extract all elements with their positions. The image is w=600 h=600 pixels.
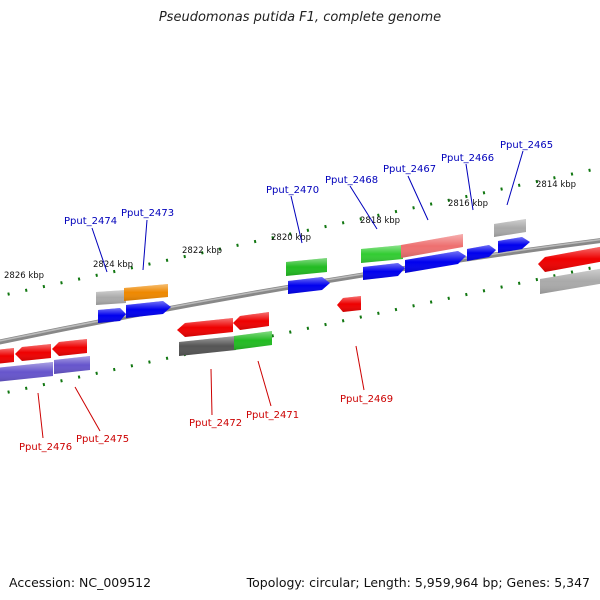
- gene-blue-3[interactable]: [288, 277, 330, 294]
- leader-pput-2473: [142, 219, 148, 271]
- leader-pput-2467: [407, 175, 429, 221]
- gene-blue-1[interactable]: [98, 308, 126, 323]
- kbp-label-2818: 2818 kbp: [360, 216, 400, 226]
- gene-blue-2[interactable]: [126, 301, 171, 318]
- leader-pput-2470: [290, 195, 303, 244]
- kbp-label-2820: 2820 kbp: [271, 233, 311, 243]
- gene-blue-7[interactable]: [498, 237, 530, 253]
- gene-label-pput-2471[interactable]: Pput_2471: [246, 410, 299, 421]
- gene-pput-2471-feature[interactable]: [234, 331, 272, 350]
- gene-label-pput-2476[interactable]: Pput_2476: [19, 442, 72, 453]
- gene-label-pput-2467[interactable]: Pput_2467: [383, 164, 436, 175]
- gene-pput-2467-feature[interactable]: [401, 234, 463, 258]
- gene-pput-2469-feature[interactable]: [337, 296, 361, 312]
- leader-pput-2469: [355, 345, 365, 391]
- inner-tick-ring: [0, 264, 600, 396]
- gene-pput-2465-feature[interactable]: [494, 219, 526, 237]
- leader-pput-2468: [349, 185, 378, 230]
- gene-label-pput-2475[interactable]: Pput_2475: [76, 434, 129, 445]
- accession-text: Accession: NC_009512: [9, 575, 152, 590]
- gene-pput-2476-red[interactable]: [15, 344, 51, 361]
- kbp-label-2814: 2814 kbp: [536, 180, 576, 190]
- gene-pput-2475-red[interactable]: [52, 339, 87, 356]
- gene-pput-2471-red[interactable]: [233, 312, 269, 330]
- leader-pput-2475: [74, 386, 101, 432]
- gene-label-pput-2472[interactable]: Pput_2472: [189, 418, 242, 429]
- gene-label-pput-2473[interactable]: Pput_2473: [121, 208, 174, 219]
- gene-gray-right[interactable]: [540, 268, 600, 294]
- leader-pput-2474: [91, 227, 108, 273]
- gene-blue-4[interactable]: [363, 263, 405, 280]
- gene-pput-2470-feature[interactable]: [286, 258, 327, 276]
- leader-pput-2472: [210, 368, 213, 416]
- gene-pput-2472-red[interactable]: [177, 318, 233, 337]
- gene-pput-2474-feature[interactable]: [96, 290, 126, 305]
- gene-label-pput-2470[interactable]: Pput_2470: [266, 185, 319, 196]
- gene-blue-6[interactable]: [467, 245, 496, 261]
- outer-tick-ring: [0, 166, 600, 298]
- kbp-label-2822: 2822 kbp: [182, 246, 222, 256]
- gene-red-right[interactable]: [538, 246, 600, 272]
- gene-label-pput-2468[interactable]: Pput_2468: [325, 175, 378, 186]
- kbp-label-2824: 2824 kbp: [93, 260, 133, 270]
- gene-pput-2476-feature[interactable]: [0, 362, 53, 382]
- gene-pput-2473-feature[interactable]: [124, 284, 168, 301]
- gene-label-pput-2474[interactable]: Pput_2474: [64, 216, 117, 227]
- leader-pput-2466: [465, 163, 474, 211]
- gene-pput-2472-feature[interactable]: [179, 336, 236, 356]
- kbp-label-2816: 2816 kbp: [448, 199, 488, 209]
- gene-pput-2468-feature[interactable]: [361, 245, 403, 263]
- kbp-label-2826: 2826 kbp: [4, 271, 44, 281]
- leader-pput-2465: [506, 150, 524, 206]
- gene-label-pput-2466[interactable]: Pput_2466: [441, 153, 494, 164]
- leader-pput-2476: [37, 392, 44, 439]
- gene-red-left-1[interactable]: [0, 348, 14, 364]
- gene-label-pput-2465[interactable]: Pput_2465: [500, 140, 553, 151]
- leader-pput-2471: [257, 360, 272, 407]
- gene-label-pput-2469[interactable]: Pput_2469: [340, 394, 393, 405]
- gene-pput-2475-feature[interactable]: [54, 356, 90, 374]
- genome-title: Pseudomonas putida F1, complete genome: [158, 10, 442, 25]
- gene-blue-5[interactable]: [405, 251, 466, 273]
- genome-summary-text: Topology: circular; Length: 5,959,964 bp…: [246, 575, 590, 590]
